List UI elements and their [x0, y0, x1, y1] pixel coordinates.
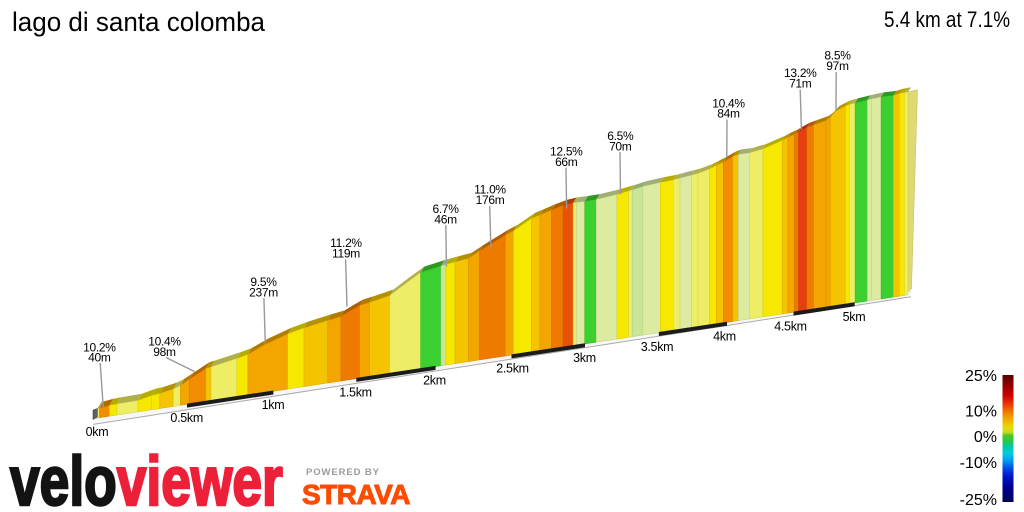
svg-text:12.5%: 12.5% [550, 145, 583, 159]
svg-text:10.2%: 10.2% [83, 340, 116, 354]
svg-text:6.7%: 6.7% [433, 202, 460, 216]
svg-text:0.5km: 0.5km [170, 411, 203, 425]
svg-text:6.5%: 6.5% [607, 129, 634, 143]
svg-text:11.2%: 11.2% [330, 236, 362, 250]
svg-text:176m: 176m [476, 193, 505, 207]
svg-text:119m: 119m [332, 246, 360, 260]
svg-text:40m: 40m [88, 351, 111, 365]
svg-text:84m: 84m [717, 107, 740, 121]
svg-text:9.5%: 9.5% [250, 275, 277, 289]
svg-text:237m: 237m [249, 285, 278, 299]
svg-text:3.5km: 3.5km [641, 340, 674, 354]
svg-text:98m: 98m [153, 345, 176, 359]
svg-text:13.2%: 13.2% [784, 66, 817, 80]
svg-text:8.5%: 8.5% [824, 49, 851, 63]
svg-text:10%: 10% [965, 404, 997, 421]
svg-text:1km: 1km [262, 398, 285, 412]
svg-text:2.5km: 2.5km [496, 362, 529, 376]
svg-text:10.4%: 10.4% [148, 335, 181, 349]
svg-text:46m: 46m [434, 212, 457, 226]
svg-text:4.5km: 4.5km [774, 320, 807, 334]
svg-text:4km: 4km [713, 330, 736, 344]
svg-text:11.0%: 11.0% [474, 183, 506, 197]
svg-text:71m: 71m [789, 76, 812, 90]
svg-text:5.4 km at 7.1%: 5.4 km at 7.1% [884, 7, 1010, 32]
svg-text:-10%: -10% [960, 455, 997, 472]
svg-text:66m: 66m [555, 155, 578, 169]
svg-text:25%: 25% [965, 368, 997, 385]
svg-text:70m: 70m [609, 139, 632, 153]
svg-text:1.5km: 1.5km [339, 386, 372, 400]
svg-text:97m: 97m [826, 59, 849, 73]
svg-text:2km: 2km [423, 374, 446, 388]
svg-text:3km: 3km [573, 351, 596, 365]
svg-text:0km: 0km [86, 425, 109, 439]
svg-text:5km: 5km [843, 310, 866, 324]
svg-text:0%: 0% [974, 429, 997, 446]
svg-text:-25%: -25% [960, 492, 997, 509]
svg-text:10.4%: 10.4% [712, 96, 745, 110]
svg-text:lago di santa colomba: lago di santa colomba [12, 7, 266, 37]
